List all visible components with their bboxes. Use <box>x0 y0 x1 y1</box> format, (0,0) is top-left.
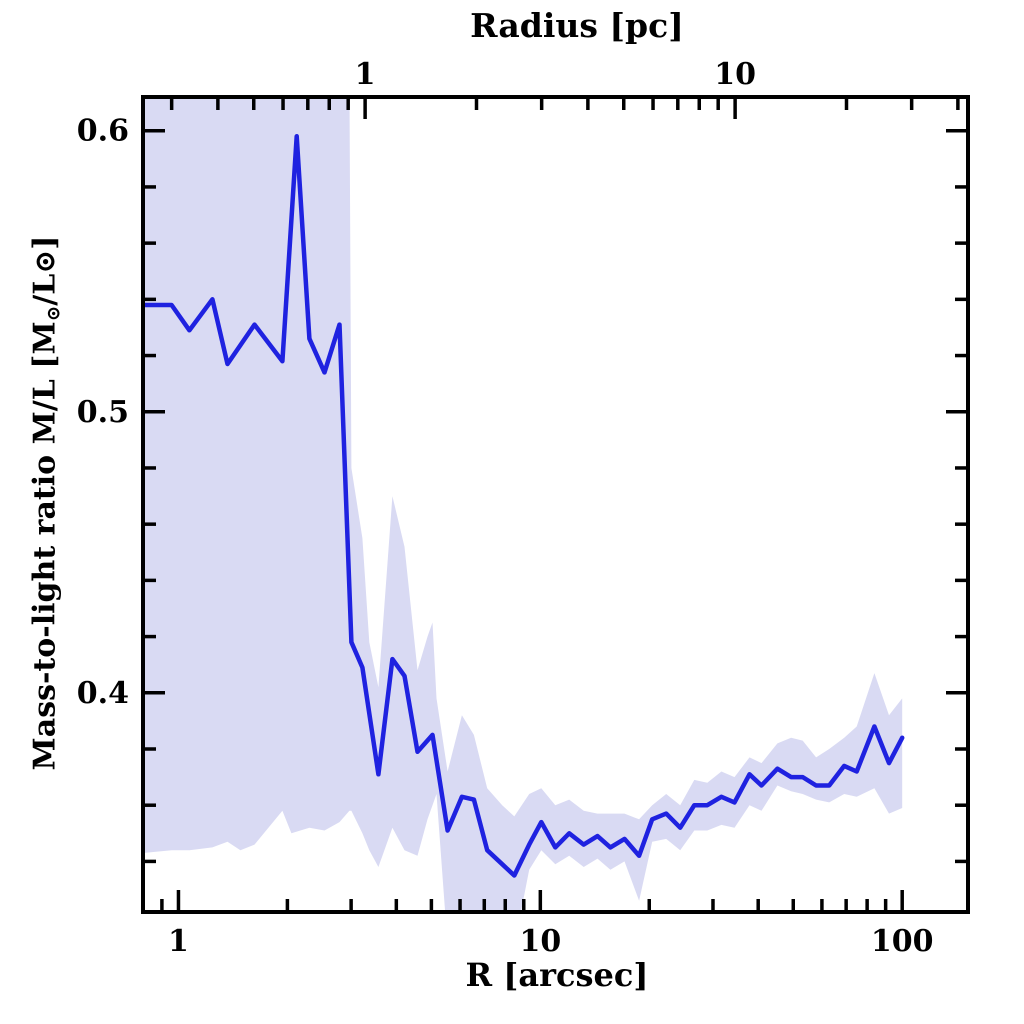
x-tick-label: 10 <box>519 924 561 959</box>
top-tick-label: 10 <box>714 57 756 92</box>
y-tick-label: 0.4 <box>77 676 129 711</box>
x-tick-label: 100 <box>871 924 934 959</box>
x-axis-title: R [arcsec] <box>465 956 649 994</box>
uncertainty-band <box>143 97 903 912</box>
top-axis-title: Radius [pc] <box>470 6 684 45</box>
plot-frame <box>141 95 970 914</box>
y-tick-label: 0.6 <box>77 114 129 149</box>
y-tick-label: 0.5 <box>77 395 129 430</box>
top-tick-label: 1 <box>355 57 376 92</box>
mass-to-light-ratio-profile <box>143 134 905 878</box>
x-tick-label: 1 <box>168 924 189 959</box>
